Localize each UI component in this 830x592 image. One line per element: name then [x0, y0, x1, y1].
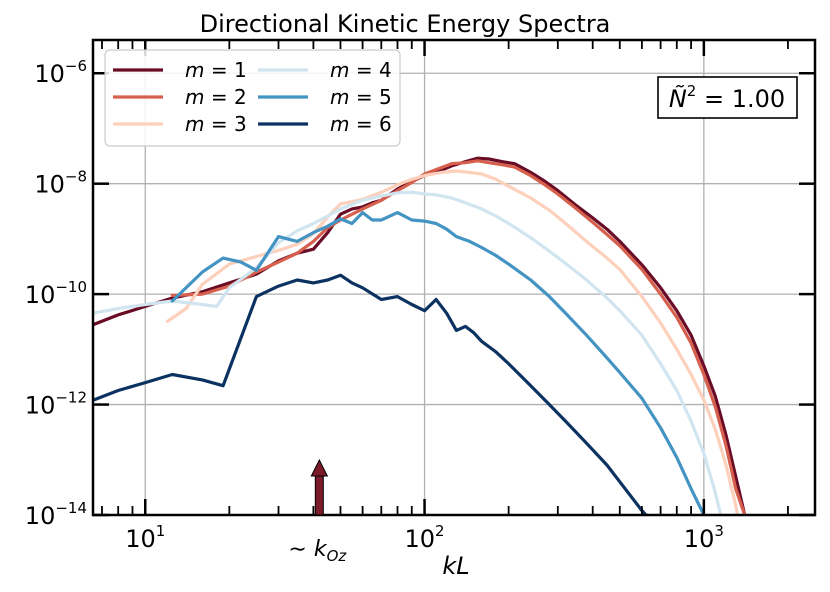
legend-box [104, 49, 401, 147]
arrow-label: ∼ kOz [288, 537, 347, 565]
y-tick-label: 10−10 [25, 278, 87, 309]
plot-frame [91, 38, 817, 517]
x-axis-label: kL [442, 552, 469, 580]
x-tick-label: 102 [405, 522, 445, 553]
y-tick-label: 10−12 [25, 389, 87, 420]
annotation-text: Ñ2 = 1.00 [669, 82, 785, 113]
arrow-head [310, 458, 329, 477]
series-line-m4 [93, 190, 723, 515]
y-tick-label: 10−8 [34, 168, 87, 199]
series-line-m6 [93, 273, 648, 515]
legend-entry-label: m = 5 [330, 85, 392, 109]
legend-entry-label: m = 2 [185, 85, 247, 109]
y-tick-label: 10−14 [25, 499, 87, 530]
chart-title: Directional Kinetic Energy Spectra [200, 10, 611, 38]
series-line-m5 [170, 211, 706, 515]
annotation-frame [657, 76, 798, 119]
annotation-box: Ñ2 = 1.00 [657, 76, 798, 119]
legend-entry-label: m = 6 [330, 112, 392, 136]
x-tick-label: 103 [684, 522, 724, 553]
x-tick-label: 101 [125, 522, 165, 553]
series-line-m1 [93, 156, 747, 515]
y-tick-label: 10−6 [34, 57, 87, 88]
legend: m = 1 m = 2 m = 3 m = 4 m = 5 m = 6 [104, 49, 401, 147]
tick-labels: 101 102 103 10−6 10−8 10−10 10−12 10−14 [25, 57, 724, 553]
legend-entry-label: m = 3 [185, 112, 247, 136]
data-series [93, 156, 747, 515]
legend-entry-label: m = 4 [330, 58, 392, 82]
series-line-m3 [165, 169, 740, 515]
axis-ticks [93, 40, 815, 517]
arrow-annotation: ∼ kOz [288, 458, 347, 565]
series-line-m2 [170, 159, 747, 515]
arrow-shaft [314, 474, 324, 516]
legend-entry-label: m = 1 [185, 58, 247, 82]
